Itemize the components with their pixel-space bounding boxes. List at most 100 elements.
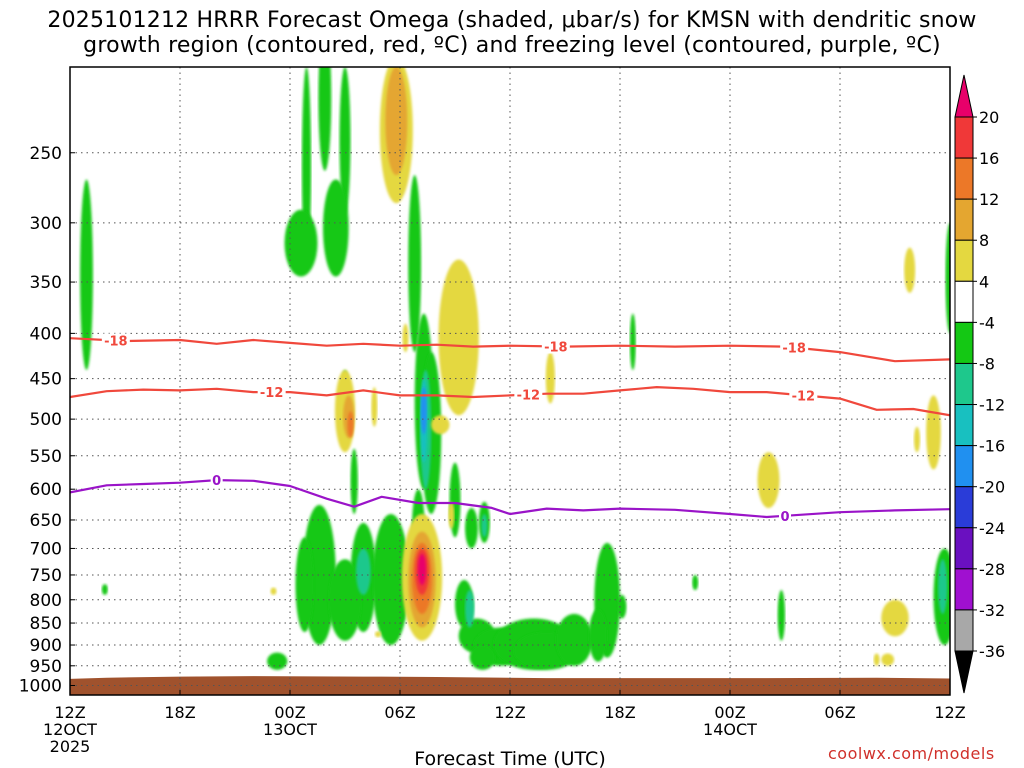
colorbar-bin [954,198,974,241]
contour-label-bg [541,339,570,354]
omega-region [629,313,636,371]
colorbar-label: -28 [979,560,1005,579]
y-tick-label: 700 [30,539,62,559]
y-tick-label: 300 [30,214,62,234]
x-tick-label: 12Z [54,703,85,722]
colorbar-label: -24 [979,519,1005,538]
contour-label-bg [779,508,791,523]
colorbar-label: -8 [979,354,995,373]
omega-region [469,645,496,670]
contour-label-bg [257,385,286,400]
omega-region [481,514,488,538]
omega-region [347,411,354,438]
colorbar-label: -20 [979,478,1005,497]
contour-label-bg [789,388,818,403]
omega-region [371,387,378,427]
colorbar-bin [954,445,974,488]
y-tick-label: 850 [30,614,62,634]
omega-region [402,323,409,353]
omega-region [465,590,475,628]
omega-region [692,574,699,591]
contour-label: -12 [260,386,284,401]
x-tick-label: 12Z [934,703,965,722]
omega-region [873,653,880,666]
y-tick-label: 600 [30,480,62,500]
colorbar-bin [954,362,974,406]
omega-region [545,352,555,404]
omega-region [295,537,314,632]
y-tick-label: 900 [30,636,62,656]
contour-label-bg [101,333,130,348]
colorbar-bin [954,321,974,364]
x-tick-label: 00Z [274,703,305,722]
y-tick-label: 250 [30,144,62,164]
omega-region [417,553,427,586]
colorbar-top-arrow [954,74,974,118]
omega-region [555,613,593,666]
omega-shading-layer [70,67,950,695]
colorbar-bin [954,239,974,282]
colorbar-bin [954,280,974,323]
contour-label: -18 [782,342,806,357]
omega-region [284,209,318,277]
contour-label-bg [780,340,809,355]
x-tick-label: 06Z [384,703,415,722]
omega-region [101,584,108,595]
contour-label-bg [514,387,543,402]
x-tick-label: 13OCT [263,720,317,739]
contour-label: 0 [212,474,221,489]
contour-line [70,479,950,519]
colorbar-label: -12 [979,396,1005,415]
colorbar-label: 20 [979,108,999,127]
omega-region [926,395,941,470]
x-tick-label: 2025 [50,737,91,756]
omega-region [945,222,950,334]
y-tick-label: 350 [30,273,62,293]
y-tick-label: 450 [30,370,62,390]
colorbar-bottom-arrow [954,650,974,694]
colorbar-label: 8 [979,231,989,250]
contour-line [70,386,950,417]
omega-region [339,67,351,214]
omega-region [438,259,479,416]
omega-region [448,501,455,529]
omega-region [431,415,450,435]
omega-region [588,609,608,662]
colorbar-bin [954,404,974,447]
contour-label-bg [210,473,223,488]
omega-region [938,559,948,614]
x-tick-label: 18Z [164,703,195,722]
contour-line [70,337,950,363]
contour-layer: -18 -18 -18 -12 -12 -12 0 0 [70,333,950,525]
omega-region [881,599,909,637]
colorbar-bin [954,116,974,159]
omega-region [881,653,895,666]
omega-region [465,507,478,549]
colorbar: 20 16 12 8 4 -4 -8 -12 -16 -20 -24 -28 -32 -36 [954,74,1005,694]
colorbar-label: -16 [979,437,1005,456]
x-tick-label: 12OCT [43,720,97,739]
contour-label: -18 [544,340,568,355]
omega-region [914,426,920,453]
omega-region [385,67,408,176]
grid-layer [69,67,951,695]
colorbar-label: -4 [979,313,995,332]
colorbar-label: 4 [979,272,989,291]
colorbar-label: -32 [979,601,1005,620]
contour-label: 0 [780,510,789,525]
colorbar-bin [954,486,974,529]
omega-region [408,175,422,353]
x-tick-label: 06Z [824,703,855,722]
x-tick-label: 14OCT [703,720,757,739]
y-tick-label: 800 [30,591,62,611]
x-tick-label: 12Z [494,703,525,722]
contour-label: -12 [517,389,541,404]
omega-region [323,179,349,277]
omega-region [757,452,780,508]
y-tick-label: 1000 [19,677,62,697]
axes-layer: 2503003504004505005506006507007508008509… [19,144,966,756]
y-tick-label: 750 [30,566,62,586]
source-credit[interactable]: coolwx.com/models [828,744,995,763]
colorbar-bin [954,568,974,611]
